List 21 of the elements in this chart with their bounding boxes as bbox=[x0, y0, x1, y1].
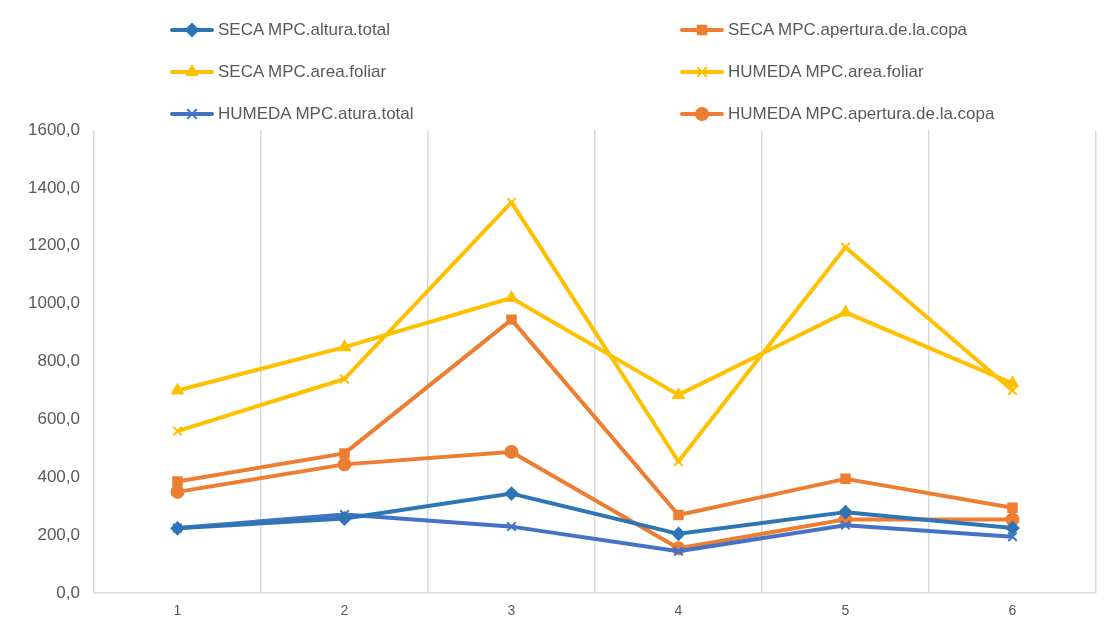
x-tick-label: 4 bbox=[674, 602, 683, 619]
y-tick-label: 0,0 bbox=[56, 582, 80, 602]
legend-label: HUMEDA MPC.apertura.de.la.copa bbox=[728, 104, 995, 124]
x-tick-label: 1 bbox=[173, 602, 182, 619]
y-tick-label: 1000,0 bbox=[28, 293, 80, 313]
legend-label: HUMEDA MPC.area.foliar bbox=[728, 62, 924, 82]
x-tick-label: 3 bbox=[507, 602, 516, 619]
y-tick-label: 1200,0 bbox=[28, 235, 80, 255]
legend-label: SECA MPC.altura.total bbox=[218, 20, 390, 40]
legend-label: SECA MPC.area.foliar bbox=[218, 62, 387, 82]
y-tick-label: 400,0 bbox=[37, 467, 80, 487]
y-tick-label: 800,0 bbox=[37, 351, 80, 371]
legend-label: HUMEDA MPC.atura.total bbox=[218, 104, 414, 124]
x-tick-label: 6 bbox=[1008, 602, 1017, 619]
x-tick-label: 5 bbox=[841, 602, 850, 619]
legend-label: SECA MPC.apertura.de.la.copa bbox=[728, 20, 968, 40]
y-tick-label: 1400,0 bbox=[28, 177, 80, 197]
y-tick-label: 600,0 bbox=[37, 409, 80, 429]
y-tick-label: 1600,0 bbox=[28, 119, 80, 139]
y-tick-label: 200,0 bbox=[37, 524, 80, 544]
x-tick-label: 2 bbox=[340, 602, 349, 619]
